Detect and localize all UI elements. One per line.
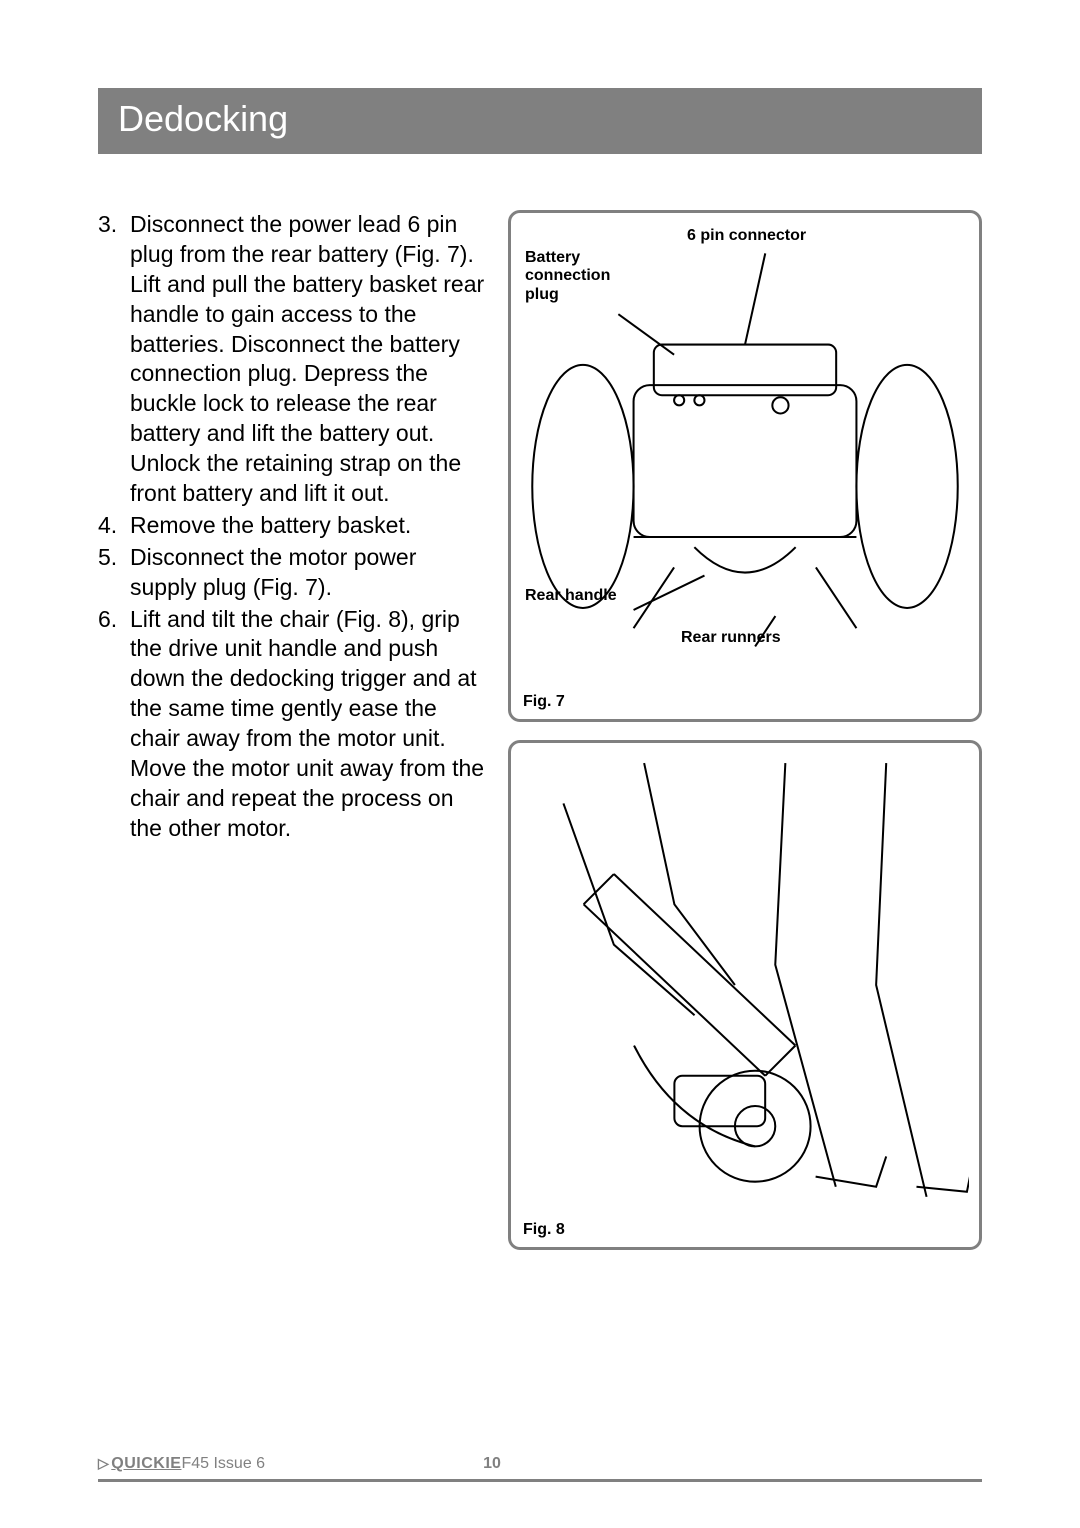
item-number: 6. [98,605,130,844]
figure-column: 6 pin connector Battery connection plug … [508,210,982,1268]
brand-name: QUICKIE [111,1455,181,1472]
section-title: Dedocking [118,98,288,139]
item-text: Lift and tilt the chair (Fig. 8), grip t… [130,605,488,844]
callout-rear-runners: Rear runners [681,629,831,647]
footer-rule [98,1479,982,1482]
list-item: 5. Disconnect the motor power supply plu… [98,543,488,603]
instruction-column: 3. Disconnect the power lead 6 pin plug … [98,210,488,1268]
brand-mark: ▷QUICKIE [98,1455,181,1473]
content-row: 3. Disconnect the power lead 6 pin plug … [98,210,982,1268]
figure-8-box: Fig. 8 [508,740,982,1250]
model-issue: F45 Issue 6 [181,1455,265,1473]
item-number: 5. [98,543,130,603]
page-footer: ▷QUICKIE F45 Issue 6 10 [98,1455,982,1482]
figure-7-box: 6 pin connector Battery connection plug … [508,210,982,722]
item-text: Disconnect the power lead 6 pin plug fro… [130,210,488,509]
callout-6-pin-connector: 6 pin connector [687,227,847,245]
item-text: Disconnect the motor power supply plug (… [130,543,488,603]
item-number: 4. [98,511,130,541]
instruction-list: 3. Disconnect the power lead 6 pin plug … [98,210,488,844]
figure-7-caption: Fig. 7 [523,693,565,711]
list-item: 6. Lift and tilt the chair (Fig. 8), gri… [98,605,488,844]
list-item: 3. Disconnect the power lead 6 pin plug … [98,210,488,509]
callout-rear-handle: Rear handle [525,587,655,605]
footer-text-row: ▷QUICKIE F45 Issue 6 10 [98,1455,982,1473]
page-number: 10 [483,1455,501,1473]
figure-8-illustration [521,753,969,1217]
callout-battery-connection-plug: Battery connection plug [525,249,635,304]
item-number: 3. [98,210,130,509]
brand-triangle-icon: ▷ [98,1455,109,1471]
section-title-bar: Dedocking [98,88,982,154]
figure-8-caption: Fig. 8 [523,1221,565,1239]
list-item: 4. Remove the battery basket. [98,511,488,541]
item-text: Remove the battery basket. [130,511,488,541]
